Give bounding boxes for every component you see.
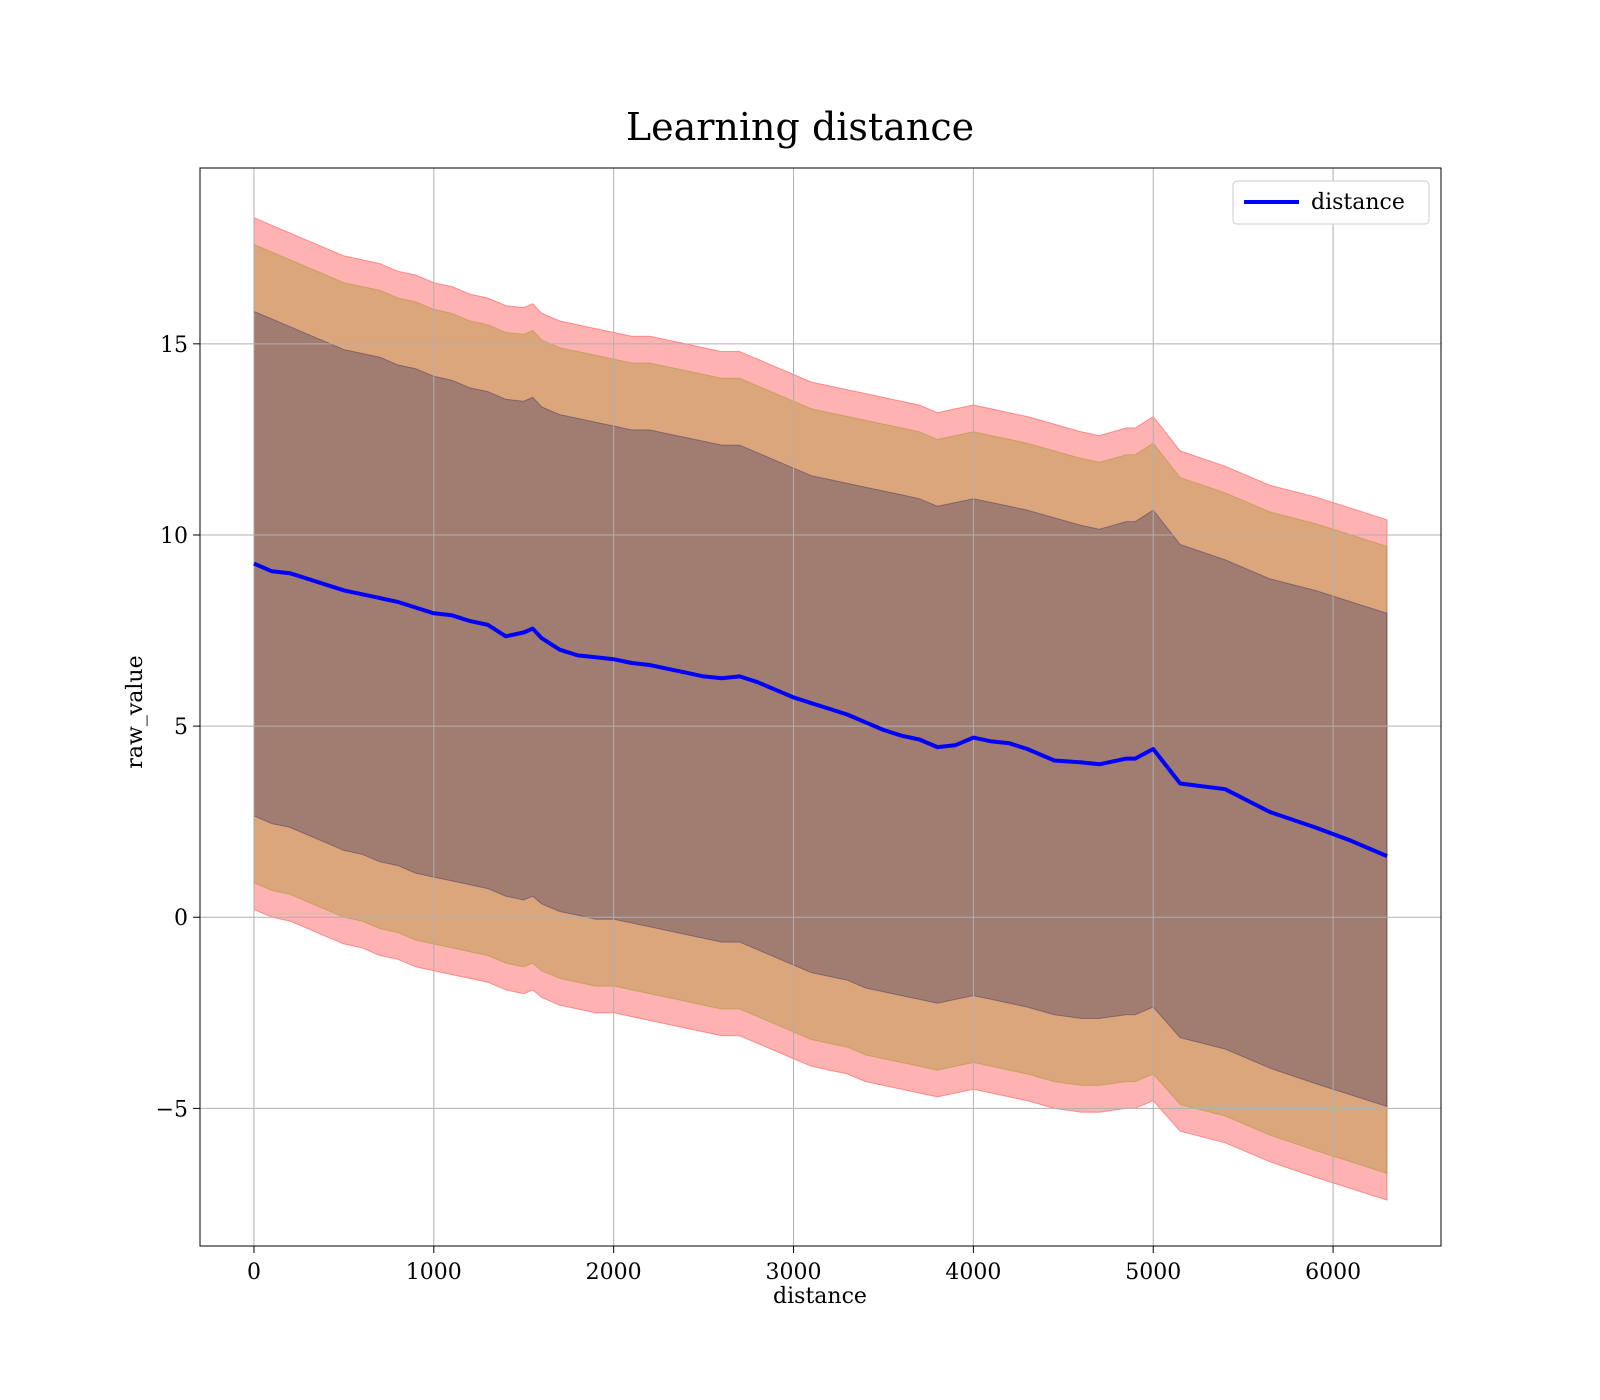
legend-box [1232,180,1430,225]
y-axis-label: raw_value [123,655,148,768]
legend: distance [1232,180,1430,225]
series-line-distance [253,561,1388,858]
y-axis-ticks: −5 0 5 10 15 [156,333,200,1122]
x-tick-label: 5000 [1125,1260,1181,1285]
grid [200,168,1441,1246]
x-tick-label: 2000 [586,1260,642,1285]
y-tick-label: −5 [156,1097,188,1122]
chart-title: Learning distance [626,105,974,149]
x-axis-label: distance [773,1284,867,1309]
x-tick-label: 4000 [945,1260,1001,1285]
y-tick-label: 10 [160,524,188,549]
x-tick-label: 3000 [766,1260,822,1285]
series-lines [253,561,1388,858]
y-tick-label: 15 [160,333,188,358]
plot-frame [199,167,1442,1247]
plot-area [200,168,1441,1246]
x-tick-label: 1000 [406,1260,462,1285]
y-tick-label: 0 [174,906,188,931]
x-axis-ticks: 0 1000 2000 3000 4000 5000 6000 [247,1246,1361,1285]
band-outer [253,216,1388,1201]
x-tick-label: 0 [247,1260,261,1285]
x-tick-label: 6000 [1305,1260,1361,1285]
y-tick-label: 5 [174,715,188,740]
band-middle [253,243,1388,1175]
legend-label: distance [1311,190,1405,215]
confidence-bands [253,216,1388,1201]
band-inner [253,310,1388,1108]
